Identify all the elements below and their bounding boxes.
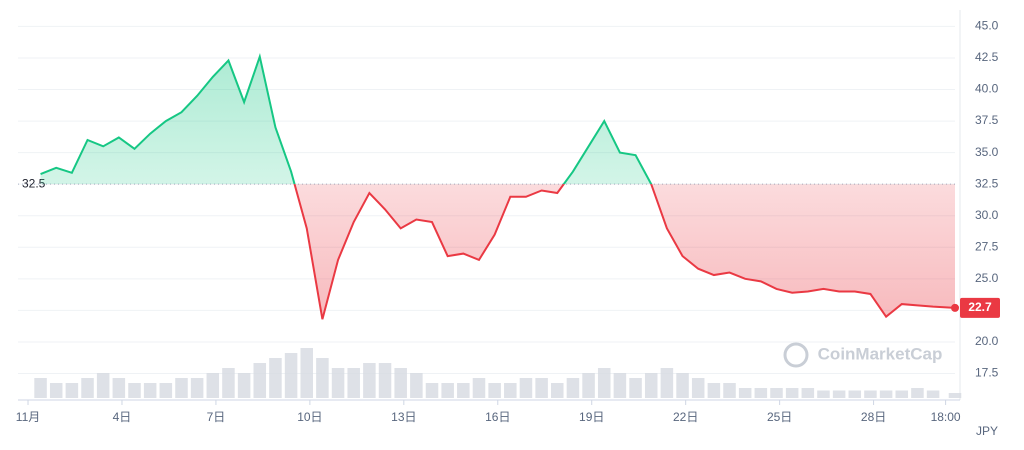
volume-bar bbox=[237, 373, 251, 398]
volume-bar bbox=[190, 378, 204, 398]
volume-bar bbox=[441, 383, 454, 398]
watermark: CoinMarketCap bbox=[818, 344, 943, 363]
x-tick-label: 13日 bbox=[391, 410, 416, 424]
volume-bar bbox=[488, 383, 501, 398]
y-tick-label: 42.5 bbox=[975, 50, 999, 64]
volume-bar bbox=[754, 388, 768, 398]
price-line-up bbox=[40, 53, 653, 185]
price-tag bbox=[960, 297, 1000, 318]
volume-bar bbox=[300, 348, 314, 398]
y-tick-label: 30.0 bbox=[975, 208, 999, 222]
volume-bar bbox=[644, 373, 658, 398]
x-tick-label: 28日 bbox=[861, 410, 886, 424]
baseline-label: 32.5 bbox=[22, 176, 46, 190]
price-line-down bbox=[293, 184, 956, 320]
x-tick-label: 22日 bbox=[673, 410, 698, 424]
volume-bar bbox=[472, 378, 486, 398]
volume-bar bbox=[363, 363, 376, 398]
volume-bar bbox=[284, 353, 298, 398]
volume-bar bbox=[785, 388, 799, 398]
volume-bar bbox=[926, 390, 940, 398]
volume-bar bbox=[159, 383, 173, 398]
y-tick-label: 20.0 bbox=[975, 334, 999, 348]
volume-bar bbox=[222, 368, 235, 398]
volume-bar bbox=[253, 363, 267, 398]
x-tick-label: 18:00 bbox=[931, 410, 961, 424]
volume-bar bbox=[96, 373, 110, 398]
volume-bar bbox=[34, 378, 47, 398]
volume-bar bbox=[128, 383, 141, 398]
area-down bbox=[40, 184, 955, 320]
volume-bar bbox=[316, 358, 329, 398]
volume-bar bbox=[331, 368, 345, 398]
volume-bar bbox=[65, 383, 79, 398]
volume-bar bbox=[597, 368, 611, 398]
volume-bar bbox=[660, 368, 674, 398]
volume-bar bbox=[801, 388, 815, 398]
currency-label: JPY bbox=[976, 424, 998, 438]
volume-bar bbox=[566, 378, 580, 398]
volume-bar bbox=[911, 388, 924, 398]
volume-bar bbox=[504, 383, 517, 398]
x-tick-label: 11月 bbox=[16, 410, 40, 424]
area-up bbox=[40, 56, 652, 185]
volume-bar bbox=[738, 388, 752, 398]
x-tick-label: 7日 bbox=[207, 410, 226, 424]
volume-bar bbox=[81, 378, 94, 398]
price-tag-label: 22.7 bbox=[968, 300, 992, 314]
volume-bar bbox=[410, 373, 423, 398]
volume-bar bbox=[613, 373, 627, 398]
volume-bar bbox=[629, 378, 642, 398]
volume-bar bbox=[895, 390, 909, 398]
volume-bar bbox=[269, 358, 282, 398]
volume-bar bbox=[582, 373, 595, 398]
volume-bar bbox=[394, 368, 407, 398]
volume-bar bbox=[535, 378, 548, 398]
volume-bar bbox=[770, 388, 783, 398]
volume-bar bbox=[723, 383, 736, 398]
y-tick-label: 25.0 bbox=[975, 271, 999, 285]
y-tick-label: 37.5 bbox=[975, 113, 999, 127]
y-tick-label: 35.0 bbox=[975, 145, 999, 159]
volume-bar bbox=[519, 378, 533, 398]
volume-bar bbox=[175, 378, 188, 398]
x-tick-label: 19日 bbox=[579, 410, 604, 424]
volume-bar bbox=[879, 390, 893, 398]
volume-bar bbox=[206, 373, 220, 398]
volume-bar bbox=[347, 368, 360, 398]
y-tick-label: 17.5 bbox=[975, 366, 999, 380]
volume-bar bbox=[49, 383, 63, 398]
volume-bar bbox=[848, 390, 862, 398]
x-tick-label: 10日 bbox=[297, 410, 322, 424]
volume-bar bbox=[707, 383, 721, 398]
watermark-logo bbox=[783, 342, 809, 368]
volume-bar bbox=[676, 373, 689, 398]
volume-bar bbox=[864, 390, 877, 398]
volume-bar bbox=[425, 383, 439, 398]
volume-bar bbox=[551, 383, 564, 398]
volume-bar bbox=[112, 378, 126, 398]
volume-bar bbox=[832, 390, 846, 398]
y-tick-label: 27.5 bbox=[975, 239, 999, 253]
y-tick-label: 45.0 bbox=[975, 19, 999, 33]
volume-bar bbox=[817, 390, 830, 398]
x-tick-label: 16日 bbox=[485, 410, 510, 424]
y-tick-label: 40.0 bbox=[975, 82, 999, 96]
volume-bar bbox=[457, 383, 470, 398]
volume-bar bbox=[378, 363, 392, 398]
volume-bar bbox=[691, 378, 705, 398]
x-tick-label: 25日 bbox=[767, 410, 792, 424]
volume-bar bbox=[948, 393, 962, 398]
x-tick-label: 4日 bbox=[113, 410, 132, 424]
last-point bbox=[951, 303, 959, 312]
y-tick-label: 32.5 bbox=[975, 176, 999, 190]
volume-bar bbox=[143, 383, 157, 398]
